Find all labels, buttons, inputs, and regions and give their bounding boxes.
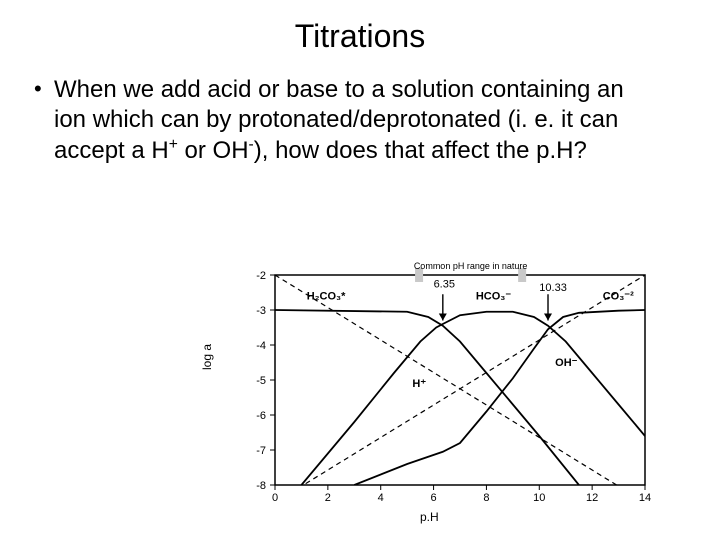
bullet-paragraph: • When we add acid or base to a solution… bbox=[0, 75, 720, 166]
svg-text:0: 0 bbox=[272, 492, 278, 504]
bullet-text: When we add acid or base to a solution c… bbox=[54, 75, 660, 166]
svg-text:-5: -5 bbox=[256, 375, 266, 387]
svg-text:H₂CO₃*: H₂CO₃* bbox=[307, 291, 346, 303]
svg-text:-7: -7 bbox=[256, 445, 266, 457]
bullet-mark: • bbox=[34, 75, 54, 166]
svg-text:12: 12 bbox=[586, 492, 598, 504]
bjerrum-plot: Common pH range in nature 0 2 4 6 8 10 12 14 -2 -3… bbox=[220, 255, 660, 515]
svg-text:8: 8 bbox=[483, 492, 489, 504]
svg-text:H⁺: H⁺ bbox=[412, 378, 426, 390]
svg-text:6.35: 6.35 bbox=[434, 278, 455, 290]
svg-text:Common pH range in nature: Common pH range in nature bbox=[414, 261, 528, 271]
svg-text:10.33: 10.33 bbox=[539, 282, 567, 294]
svg-text:2: 2 bbox=[325, 492, 331, 504]
h-plus-super: + bbox=[169, 136, 178, 153]
svg-text:-6: -6 bbox=[256, 410, 266, 422]
svg-text:10: 10 bbox=[533, 492, 545, 504]
bullet-seg-2: or OH bbox=[178, 137, 249, 164]
svg-text:4: 4 bbox=[378, 492, 384, 504]
svg-text:-4: -4 bbox=[256, 340, 266, 352]
svg-text:6: 6 bbox=[431, 492, 437, 504]
page-title: Titrations bbox=[0, 0, 720, 75]
svg-text:CO₃⁻²: CO₃⁻² bbox=[603, 291, 634, 303]
bullet-seg-3: ), how does that affect the p.H? bbox=[254, 137, 587, 164]
svg-text:-3: -3 bbox=[256, 305, 266, 317]
svg-text:HCO₃⁻: HCO₃⁻ bbox=[476, 291, 512, 303]
chart-svg: Common pH range in nature 0 2 4 6 8 10 12 14 -2 -3… bbox=[220, 255, 660, 515]
y-axis-label: log a bbox=[200, 344, 214, 370]
svg-text:-8: -8 bbox=[256, 480, 266, 492]
svg-text:OH⁻: OH⁻ bbox=[555, 357, 578, 369]
svg-text:-2: -2 bbox=[256, 270, 266, 282]
svg-text:14: 14 bbox=[639, 492, 651, 504]
